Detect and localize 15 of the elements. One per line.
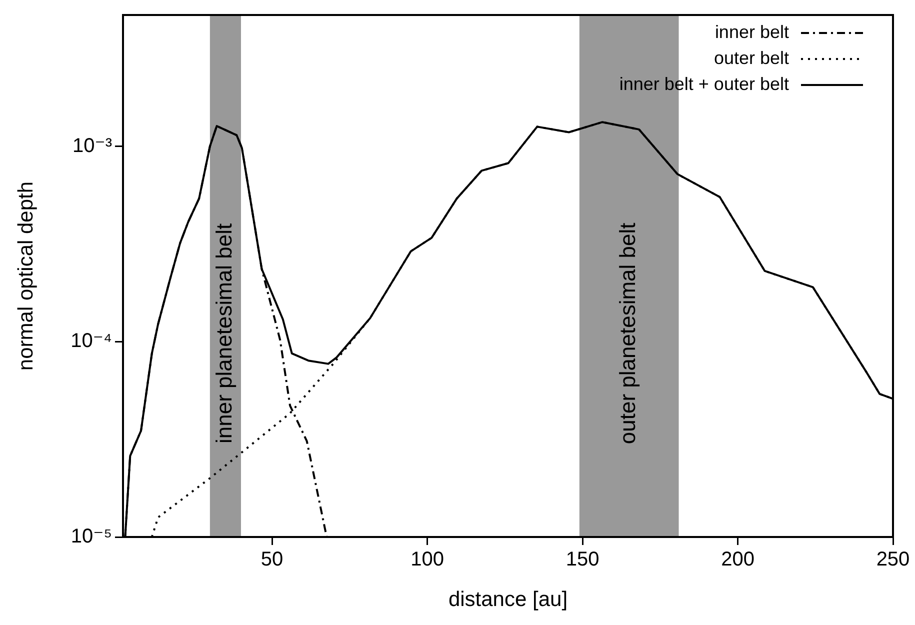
x-axis-title: distance [au] xyxy=(448,588,568,612)
x-tick-label: 50 xyxy=(260,548,284,571)
x-tick-label: 250 xyxy=(876,548,910,571)
legend-label: outer belt xyxy=(714,48,789,68)
x-tick-label: 100 xyxy=(410,548,444,571)
y-tick-label: 10⁻⁴ xyxy=(70,330,112,352)
band-label: outer planetesimal belt xyxy=(615,222,640,444)
y-tick-label: 10⁻³ xyxy=(72,134,112,157)
x-tick-label: 150 xyxy=(566,548,600,571)
legend-label: inner belt xyxy=(714,22,789,42)
y-tick-label: 10⁻⁵ xyxy=(70,526,112,548)
x-tick-label: 200 xyxy=(721,548,754,571)
legend-label: inner belt + outer belt xyxy=(619,74,789,94)
band-label: inner planetesimal belt xyxy=(212,223,237,444)
y-axis-title: normal optical depth xyxy=(14,181,38,371)
